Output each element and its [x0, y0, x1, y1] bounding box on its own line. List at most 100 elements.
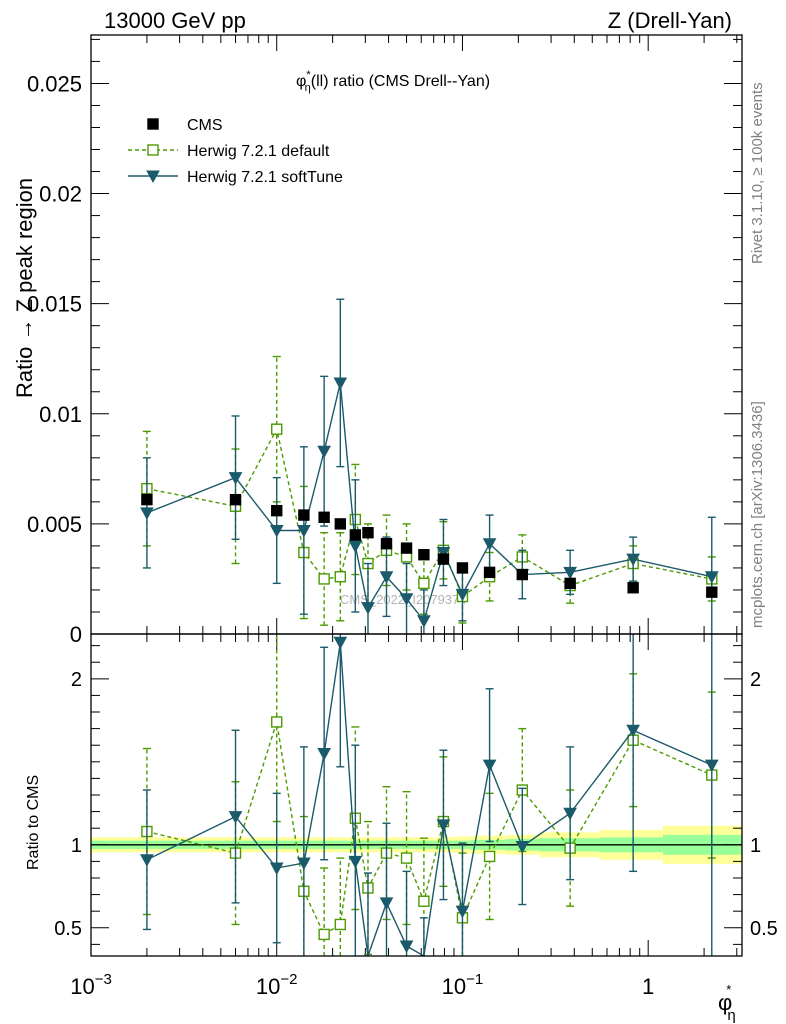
- data-point: [626, 553, 640, 567]
- cms-point: [418, 549, 430, 561]
- data-point: [482, 538, 497, 551]
- cms-point: [362, 526, 374, 539]
- cms-point: [229, 493, 242, 506]
- cms-point: [516, 568, 528, 581]
- data-point: [317, 445, 331, 459]
- data-point: [563, 566, 577, 580]
- ratio-y-tick-label-right: 2: [750, 669, 761, 691]
- ratio-series-line: [146, 642, 713, 958]
- ratio-point: [271, 716, 283, 728]
- ratio-point: [228, 811, 243, 824]
- ratio-series-line: [146, 721, 713, 936]
- legend-marker: [146, 170, 160, 184]
- ratio-point: [333, 636, 348, 650]
- ratio-frame: [90, 633, 743, 957]
- cms-point: [271, 504, 283, 517]
- ratio-point: [297, 857, 311, 871]
- ratio-point: [318, 928, 330, 941]
- ratio-point: [348, 855, 363, 869]
- y-tick-label: 0.005: [27, 512, 82, 537]
- y-tick-label: 0: [70, 622, 82, 647]
- data-point: [399, 593, 414, 606]
- ratio-point: [418, 895, 430, 907]
- cms-point: [627, 582, 639, 594]
- ratio-uncertainty-bands: [91, 825, 742, 864]
- ratio-y-tick-label: 1: [71, 835, 82, 857]
- series-herwig-softtune: [140, 298, 719, 634]
- x-tick-label: 1: [642, 974, 654, 999]
- ratio-point: [482, 759, 497, 773]
- ratio-y-axis-label: Ratio to CMS: [25, 775, 42, 870]
- ratio-point: [704, 759, 719, 773]
- ratio-y-tick-label-right: 0.5: [750, 918, 778, 940]
- ratio-point: [140, 854, 154, 867]
- cms-point: [318, 511, 330, 523]
- data-point: [436, 547, 451, 560]
- y-tick-label: 0.015: [27, 292, 82, 317]
- data-point: [348, 540, 363, 553]
- legend: CMS Herwig 7.2.1 default Herwig 7.2.1 soft…: [128, 117, 343, 186]
- cms-point: [564, 577, 576, 590]
- data-point: [333, 377, 348, 390]
- legend-label: Herwig 7.2.1 softTune: [187, 169, 343, 186]
- ratio-y-tick-label-right: 1: [750, 835, 761, 857]
- x-tick-label: 10−2: [256, 971, 298, 999]
- title-star: *: [306, 69, 311, 81]
- ratio-point: [269, 862, 284, 876]
- ratio-point: [436, 819, 451, 832]
- cms-point: [456, 562, 469, 574]
- legend-label: CMS: [187, 117, 223, 134]
- cms-point: [141, 493, 153, 506]
- data-point: [228, 472, 243, 485]
- cms-point: [380, 538, 393, 550]
- y-tick-label: 0.01: [39, 402, 82, 427]
- cms-point: [483, 566, 496, 579]
- data-point: [361, 602, 375, 615]
- series-line: [146, 382, 712, 623]
- ratio-point: [334, 918, 347, 931]
- title-rest: (ll) ratio (CMS Drell--Yan): [311, 73, 490, 90]
- y-axis-label: Ratio → Z peak region: [12, 178, 37, 398]
- data-point: [334, 571, 347, 583]
- cms-point: [437, 553, 450, 565]
- ratio-y-tick-label: 0.5: [54, 918, 82, 940]
- ratio-point: [626, 724, 640, 738]
- cms-point: [349, 529, 362, 541]
- series-layer: [140, 298, 719, 958]
- title-phi: φ: [296, 73, 306, 90]
- series-line: [146, 427, 712, 598]
- title-eta: η: [305, 82, 311, 94]
- series-cms: [141, 493, 718, 598]
- ratio-series-herwig-softtune: [140, 634, 719, 958]
- ratio-point: [379, 897, 394, 910]
- legend-marker-cms: [147, 118, 159, 130]
- chart-title: φ* η(ll) ratio (CMS Drell--Yan): [296, 69, 490, 94]
- header-right: Z (Drell-Yan): [608, 8, 732, 33]
- data-point: [417, 615, 431, 628]
- ratio-point: [563, 807, 577, 821]
- mcplots-label: mcplots.cern.ch [arXiv:1306.3436]: [749, 401, 766, 628]
- data-point: [269, 524, 284, 538]
- x-tick-label: 10−3: [70, 971, 112, 999]
- ratio-y-tick-label: 2: [71, 669, 82, 691]
- rivet-label: Rivet 3.1.10, ≥ 100k events: [749, 82, 766, 264]
- ratio-series-herwig-default: [141, 634, 718, 956]
- ratio-point: [455, 905, 470, 919]
- data-point: [271, 423, 283, 435]
- ratio-point: [317, 748, 331, 761]
- cms-point: [400, 542, 413, 554]
- data-point: [379, 571, 394, 584]
- data-point: [318, 573, 330, 585]
- ratio-point: [483, 850, 496, 863]
- cms-point: [298, 509, 310, 521]
- data-point: [297, 524, 311, 538]
- data-point: [140, 507, 154, 520]
- legend-label: Herwig 7.2.1 default: [187, 143, 330, 160]
- x-axis-label: φ* η: [718, 982, 736, 1024]
- legend-marker: [147, 144, 159, 156]
- ratio-point: [399, 940, 414, 954]
- y-tick-label: 0.02: [39, 182, 82, 207]
- axis-ticks: 10−3 10−2 10−1 1 0 0.005 0.01 0.015 0.02 0.025 0.5…: [27, 35, 778, 999]
- data-point: [704, 571, 719, 584]
